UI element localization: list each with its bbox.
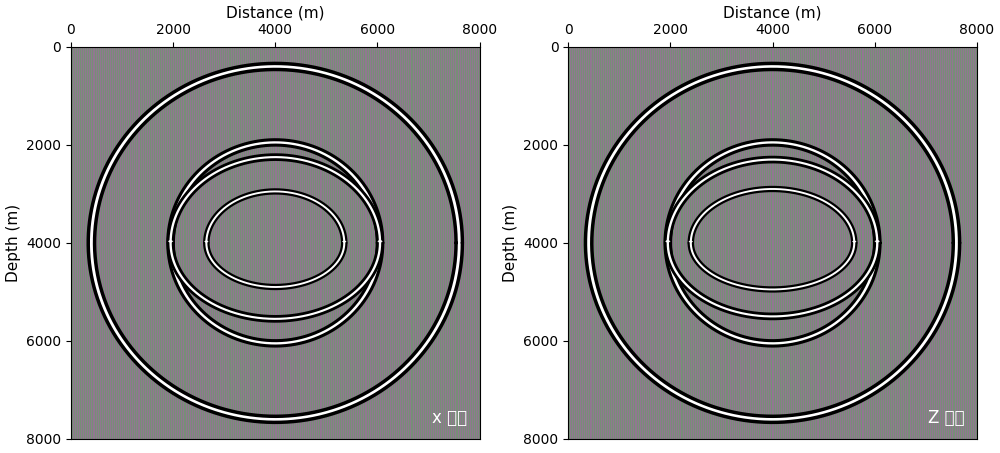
Text: Z 分量: Z 分量	[928, 409, 965, 427]
Text: x 分量: x 分量	[432, 409, 467, 427]
Y-axis label: Depth (m): Depth (m)	[6, 204, 21, 282]
X-axis label: Distance (m): Distance (m)	[226, 5, 325, 20]
Y-axis label: Depth (m): Depth (m)	[503, 204, 518, 282]
X-axis label: Distance (m): Distance (m)	[723, 5, 822, 20]
